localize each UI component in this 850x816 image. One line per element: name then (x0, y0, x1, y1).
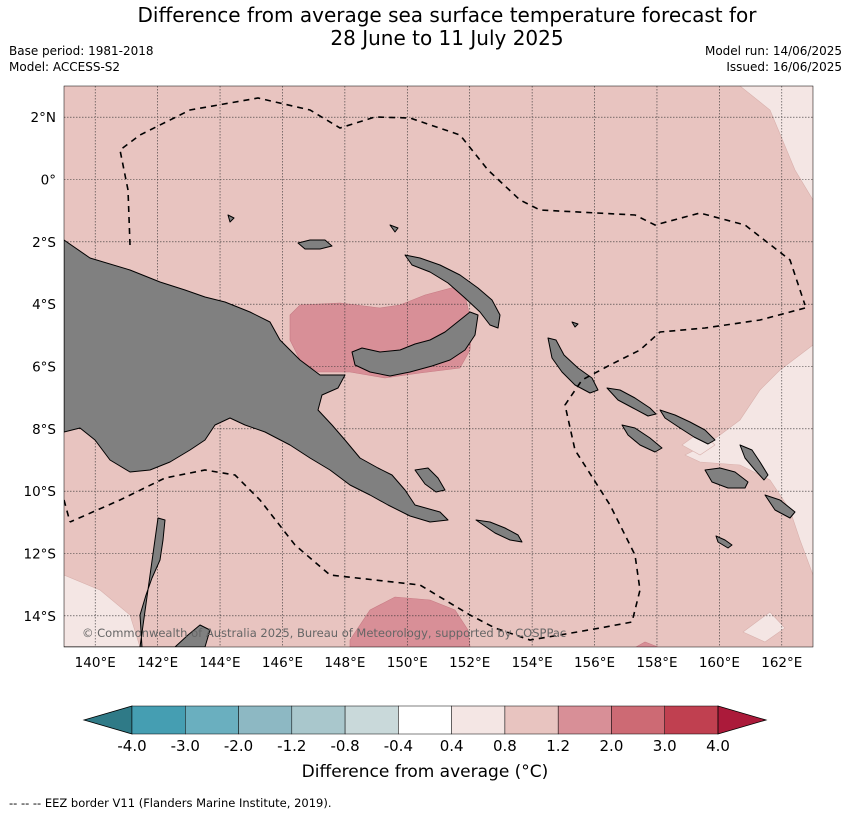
colorbar-box-6 (451, 705, 506, 735)
colorbar-label-8: 1.2 (546, 737, 570, 755)
anomaly-light-southeast (742, 611, 786, 643)
colorbar-title: Difference from average (°C) (301, 762, 549, 782)
colorbar-label-10: 3.0 (653, 737, 677, 755)
lat-tick-label-7: 12°S (24, 547, 57, 563)
colorbar-label-6: 0.4 (440, 737, 464, 755)
lat-tick-label-0: 2°N (31, 110, 56, 126)
new-georgia-land (621, 424, 663, 453)
anomaly-light-northeast (739, 86, 813, 201)
lon-tick-label-2: 144°E (200, 655, 241, 671)
dentrecasteaux-land (414, 467, 446, 493)
colorbar-box-0 (131, 705, 186, 735)
model-name: Model: ACCESS-S2 (9, 60, 121, 74)
eez-borders (64, 97, 806, 641)
louisiade-land (475, 519, 523, 543)
lon-tick-label-10: 160°E (699, 655, 740, 671)
issued-date: Issued: 16/06/2025 (726, 60, 842, 74)
lon-tick-label-8: 156°E (574, 655, 615, 671)
makira-land (764, 494, 796, 519)
copyright-notice: © Commonwealth of Australia 2025, Bureau… (82, 626, 567, 640)
bougainville-land (547, 337, 599, 394)
malaita-land (739, 444, 769, 481)
colorbar: -4.0 -3.0 -2.0 -1.2 -0.8 -0.4 0.4 0.8 1.2 2.0 3.0 4… (82, 705, 768, 755)
colorbar-box-3 (291, 705, 346, 735)
colorbar-label-7: 0.8 (493, 737, 517, 755)
meta-left: Base period: 1981-2018 Model: ACCESS-S2 (9, 43, 154, 75)
colorbar-label-4: -0.8 (330, 737, 359, 755)
lon-tick-label-5: 150°E (387, 655, 428, 671)
colorbar-box-7 (504, 705, 559, 735)
latitude-labels: 2°N 0° 2°S 4°S 6°S 8°S 10°S 12°S 14°S (24, 110, 57, 625)
lon-tick-label-11: 162°E (761, 655, 802, 671)
title-line-1: Difference from average sea surface temp… (137, 3, 757, 27)
colorbar-label-3: -1.2 (277, 737, 306, 755)
anomaly-medium-coral-sea (349, 596, 471, 647)
lat-tick-label-2: 2°S (32, 235, 56, 251)
base-period: Base period: 1981-2018 (9, 44, 154, 58)
lon-tick-label-7: 154°E (512, 655, 553, 671)
colorbar-box-10 (664, 705, 719, 735)
lon-tick-label-3: 146°E (262, 655, 303, 671)
lat-tick-label-5: 8°S (32, 422, 56, 438)
chart-title: Difference from average sea surface temp… (0, 4, 850, 50)
lat-tick-label-4: 6°S (32, 360, 56, 376)
colorbar-box-1 (185, 705, 239, 735)
cape-york-land (64, 517, 211, 647)
colorbar-label-5: -0.4 (384, 737, 413, 755)
colorbar-box-9 (611, 705, 665, 735)
manus-island-land (297, 239, 333, 250)
land-layer (64, 214, 796, 647)
colorbar-box-5 (398, 705, 452, 735)
lat-tick-label-6: 10°S (24, 484, 57, 500)
new-guinea-land (64, 239, 449, 523)
lon-tick-label-4: 148°E (324, 655, 365, 671)
colorbar-box-4 (344, 705, 399, 735)
meta-right: Model run: 14/06/2025 Issued: 16/06/2025 (705, 43, 842, 75)
new-britain-land (351, 311, 479, 377)
eez-border-png-west (64, 499, 71, 523)
model-run: Model run: 14/06/2025 (704, 44, 842, 58)
colorbar-label-11: 4.0 (706, 737, 730, 755)
lon-tick-label-9: 158°E (636, 655, 677, 671)
santa-isabel-land (659, 409, 716, 445)
lat-tick-label-1: 0° (41, 173, 56, 189)
colorbar-label-1: -3.0 (171, 737, 200, 755)
lon-tick-label-1: 142°E (137, 655, 178, 671)
eez-footnote: -- -- -- EEZ border V11 (Flanders Marine… (9, 796, 332, 810)
colorbar-label-9: 2.0 (600, 737, 624, 755)
new-ireland-land (404, 254, 501, 329)
anomaly-light-southwest (64, 574, 141, 647)
lat-tick-label-8: 14°S (24, 609, 57, 625)
small-islands-land (227, 214, 733, 549)
map-frame (63, 85, 814, 648)
lon-tick-label-6: 152°E (449, 655, 490, 671)
choiseul-land (606, 387, 657, 417)
colorbar-box-8 (557, 705, 612, 735)
eez-border-png-north (119, 97, 806, 306)
colorbar-box-2 (238, 705, 293, 735)
colorbar-label-2: -2.0 (224, 737, 253, 755)
lat-tick-label-3: 4°S (32, 297, 56, 313)
title-line-2: 28 June to 11 July 2025 (330, 26, 564, 50)
longitude-labels: 140°E 142°E 144°E 146°E 148°E 150°E 152°E 154°E… (75, 655, 803, 671)
lon-tick-label-0: 140°E (75, 655, 116, 671)
colorbar-label-0: -4.0 (117, 737, 146, 755)
guadalcanal-land (704, 467, 749, 489)
eez-border-png-east (69, 307, 806, 641)
anomaly-medium-south (635, 641, 659, 647)
colorbar-arrow-left (82, 705, 133, 735)
map-area (64, 86, 813, 647)
colorbar-arrow-right (717, 705, 768, 735)
